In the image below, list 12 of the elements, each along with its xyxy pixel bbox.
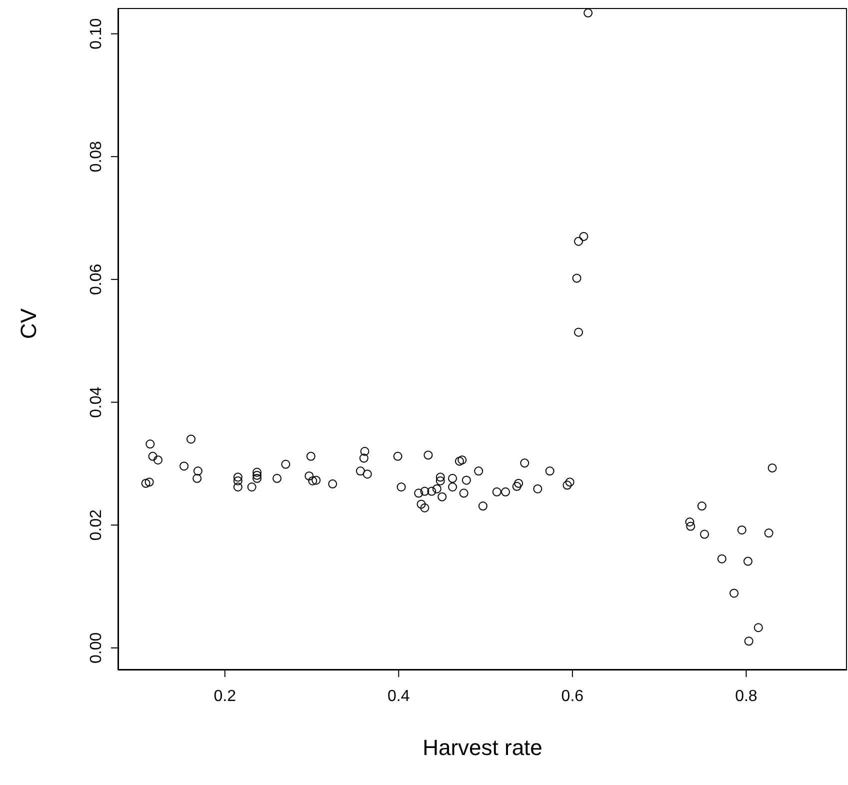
y-tick-label: 0.06 [88, 264, 105, 296]
x-tick-label: 0.8 [735, 688, 758, 705]
x-tick-label: 0.2 [214, 688, 236, 705]
y-tick-label: 0.00 [88, 632, 105, 664]
x-axis-title: Harvest rate [422, 735, 542, 760]
y-tick-label: 0.02 [88, 509, 105, 541]
x-tick-label: 0.6 [561, 688, 584, 705]
y-axis-title: CV [16, 308, 41, 339]
y-tick-label: 0.08 [88, 140, 105, 172]
y-tick-label: 0.10 [88, 18, 105, 50]
x-tick-label: 0.4 [388, 688, 410, 705]
y-tick-label: 0.04 [88, 386, 105, 418]
